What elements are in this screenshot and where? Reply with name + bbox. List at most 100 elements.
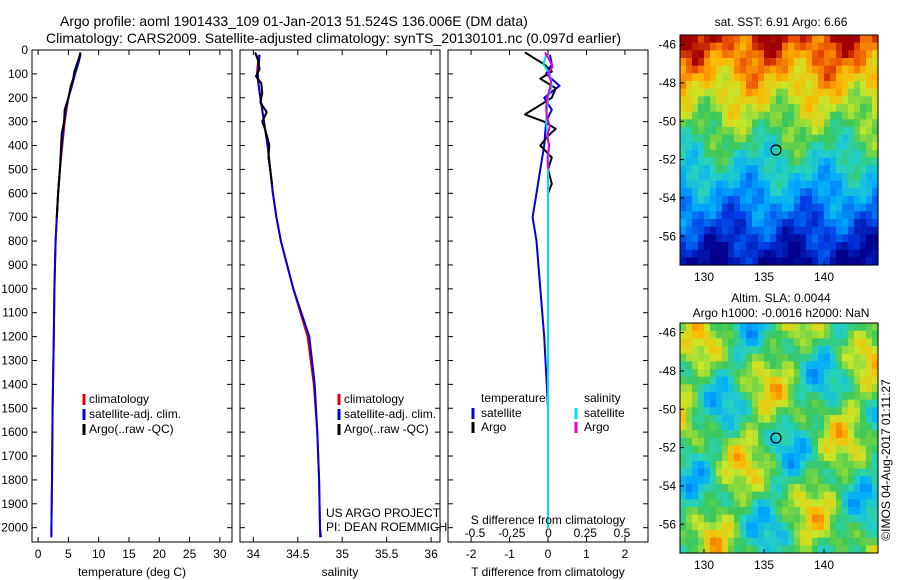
sst-map-cell	[692, 242, 699, 251]
sla-map-title-line2: Argo h1000: -0.0016 h2000: NaN	[693, 306, 870, 320]
sst-map-cell	[812, 119, 819, 128]
sst-map-cell	[776, 257, 783, 266]
sst-map-cell	[758, 150, 765, 159]
sst-map-cell	[842, 81, 849, 90]
sla-map-cell	[830, 476, 837, 485]
sla-map-cell	[812, 545, 819, 554]
sla-map-cell	[854, 353, 861, 362]
sst-map-cell	[686, 96, 693, 105]
sst-map-cell	[734, 119, 741, 128]
sst-map-cell	[686, 234, 693, 243]
temperature-series-1-line	[50, 54, 82, 538]
sst-map-cell	[866, 127, 873, 136]
sla-map-cell	[854, 530, 861, 539]
sla-map-cell	[824, 399, 831, 408]
sla-map-cell	[824, 438, 831, 447]
sla-map-cell	[788, 476, 795, 485]
sla-map-cell	[782, 407, 789, 416]
sst-map-cell	[770, 226, 777, 235]
sst-map-cell	[818, 173, 825, 182]
sst-map-cell	[698, 165, 705, 174]
sla-map-cell	[698, 491, 705, 500]
sla-map-cell	[764, 453, 771, 462]
sst-map-cell	[854, 88, 861, 97]
sst-map-cell	[728, 127, 735, 136]
sla-map-cell	[830, 361, 837, 370]
sst-map-cell	[728, 203, 735, 212]
sst-map-cell	[752, 65, 759, 74]
sst-map-cell	[758, 127, 765, 136]
sst-map-cell	[770, 234, 777, 243]
sst-map-cell	[794, 234, 801, 243]
sst-map-cell	[770, 188, 777, 197]
sla-map-cell	[704, 484, 711, 493]
sst-map-cell	[860, 226, 867, 235]
sla-map-cell	[866, 499, 873, 508]
sst-map-cell	[740, 104, 747, 113]
sla-map-cell	[740, 445, 747, 454]
sst-map-cell	[848, 226, 855, 235]
sst-map-heatmap	[680, 35, 879, 266]
sst-map-cell	[836, 150, 843, 159]
sla-map-cell	[842, 545, 849, 554]
sla-map-cell	[764, 415, 771, 424]
sst-map-cell	[680, 96, 687, 105]
sla-map-cell	[734, 384, 741, 393]
sst-map-cell	[734, 173, 741, 182]
sla-map-cell	[818, 338, 825, 347]
sla-map-cell	[740, 438, 747, 447]
sst-map-cell	[818, 226, 825, 235]
sst-map-cell	[758, 65, 765, 74]
sla-map-cell	[746, 522, 753, 531]
sst-map-cell	[782, 249, 789, 258]
sla-map-cell	[800, 323, 807, 332]
sst-map-cell	[860, 165, 867, 174]
sst-map-ytick-label: -48	[659, 76, 677, 90]
sla-map-cell	[842, 522, 849, 531]
sst-map-cell	[872, 150, 879, 159]
sla-map-cell	[812, 522, 819, 531]
sst-map-cell	[722, 50, 729, 59]
sla-map-cell	[800, 338, 807, 347]
sst-map-cell	[728, 157, 735, 166]
sla-map-cell	[836, 338, 843, 347]
sst-map-cell	[770, 42, 777, 51]
sst-map-cell	[770, 96, 777, 105]
sst-map-cell	[866, 249, 873, 258]
sla-map-cell	[788, 453, 795, 462]
sla-map-cell	[716, 484, 723, 493]
sst-map-cell	[746, 73, 753, 82]
sla-map-cell	[692, 407, 699, 416]
sst-map-cell	[710, 242, 717, 251]
sla-map-cell	[686, 338, 693, 347]
sst-map-cell	[872, 203, 879, 212]
sla-map-cell	[716, 330, 723, 339]
sla-map-cell	[800, 392, 807, 401]
sla-map-cell	[680, 445, 687, 454]
sla-map-cell	[746, 461, 753, 470]
sla-map-cell	[812, 384, 819, 393]
sla-map-cell	[836, 353, 843, 362]
sst-map-cell	[740, 73, 747, 82]
sst-map-cell	[812, 127, 819, 136]
sst-map-cell	[722, 165, 729, 174]
sst-map-cell	[872, 134, 879, 143]
sla-map-cell	[686, 537, 693, 546]
sst-map-cell	[806, 157, 813, 166]
sst-map-cell	[800, 35, 807, 44]
sla-map-cell	[770, 338, 777, 347]
sla-map-cell	[770, 453, 777, 462]
sla-map-cell	[746, 369, 753, 378]
sla-map-cell	[770, 407, 777, 416]
sst-map-cell	[866, 58, 873, 67]
sla-map-cell	[854, 338, 861, 347]
sst-map-cell	[746, 249, 753, 258]
sla-map-cell	[710, 514, 717, 523]
sla-map-cell	[794, 330, 801, 339]
sst-map-cell	[854, 50, 861, 59]
sla-map-cell	[740, 491, 747, 500]
sst-map-cell	[824, 188, 831, 197]
sst-map-cell	[734, 226, 741, 235]
salinity-xtick-label: 34.5	[286, 547, 310, 561]
sla-map-cell	[764, 430, 771, 439]
